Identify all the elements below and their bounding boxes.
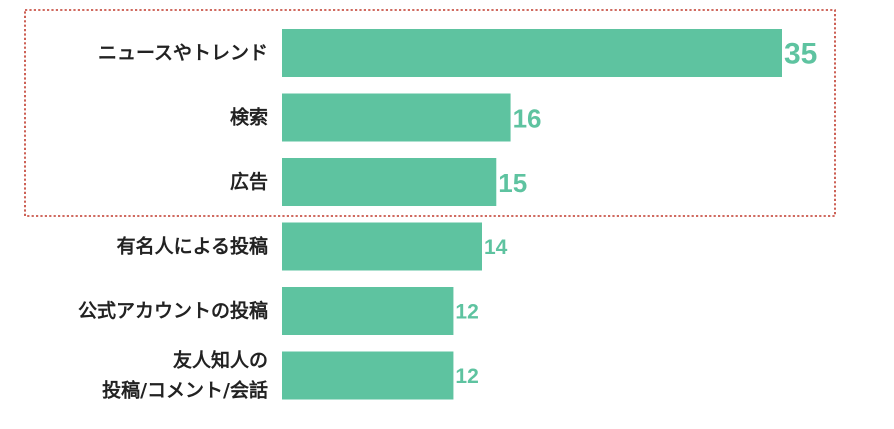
value-label-3: 14 (484, 236, 508, 259)
bar-0 (282, 29, 782, 77)
bar-3 (282, 222, 482, 271)
bars-group (282, 29, 782, 400)
highlight-box (24, 9, 836, 217)
bar-4 (282, 287, 454, 335)
category-label-5-line-0: 友人知人の (173, 349, 268, 372)
bar-5 (282, 351, 454, 400)
value-label-4: 12 (455, 301, 478, 324)
value-label-0: 35 (784, 38, 817, 71)
category-label-5-line-1: 投稿/コメント/会話 (102, 379, 268, 402)
category-label-2: 広告 (230, 170, 268, 193)
category-label-1: 検索 (230, 106, 268, 129)
value-label-1: 16 (513, 104, 542, 134)
value-label-5: 12 (455, 365, 478, 388)
category-labels: ニュースやトレンド検索広告有名人による投稿公式アカウントの投稿友人知人の投稿/コ… (78, 42, 268, 402)
bar-2 (282, 158, 497, 206)
category-label-3: 有名人による投稿 (117, 235, 268, 258)
value-labels: 35 16 15 14 12 12 (455, 38, 817, 389)
value-label-2: 15 (498, 168, 527, 198)
bar-1 (282, 93, 511, 142)
category-label-4: 公式アカウントの投稿 (78, 299, 268, 322)
category-label-0: ニュースやトレンド (98, 42, 268, 64)
